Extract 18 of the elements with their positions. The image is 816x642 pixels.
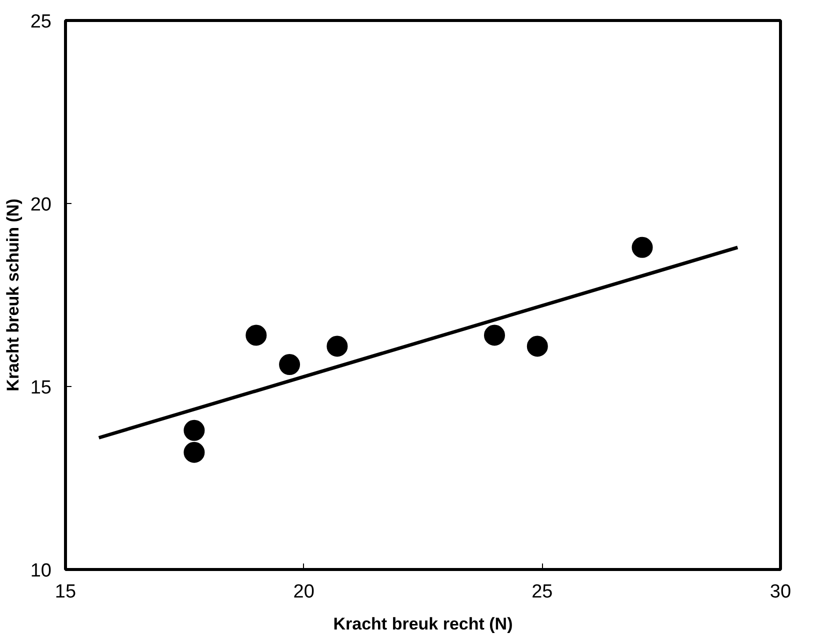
y-tick-label: 20 — [30, 194, 52, 216]
point — [279, 354, 300, 376]
point — [526, 336, 548, 357]
y-tick-label: 25 — [30, 12, 52, 32]
x-tick-label: 15 — [54, 582, 76, 602]
point — [184, 442, 205, 463]
point — [632, 236, 653, 258]
y-axis-title: Kracht breuk schuin (N) — [3, 198, 22, 392]
point — [484, 324, 505, 346]
x-tick-label: 25 — [532, 582, 553, 602]
y-tick-label: 10 — [30, 560, 52, 582]
y-tick-label: 15 — [30, 378, 52, 398]
point — [184, 420, 205, 441]
x-tick-label: 30 — [770, 582, 792, 602]
point — [246, 324, 267, 346]
x-tick-label: 20 — [293, 582, 314, 602]
point — [326, 336, 348, 357]
x-axis-title: Kracht breuk recht (N) — [333, 614, 513, 634]
